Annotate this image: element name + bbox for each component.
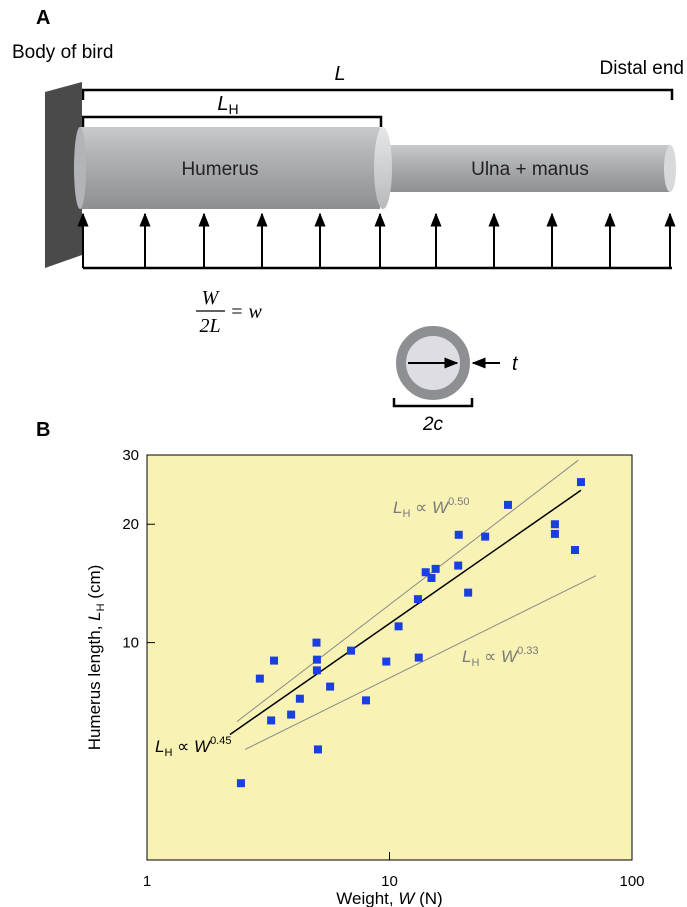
x-tick-label: 100 bbox=[619, 873, 644, 890]
humerus-label: Humerus bbox=[181, 159, 258, 180]
point bbox=[454, 530, 463, 539]
point bbox=[326, 682, 335, 691]
fit-label: LH ∝ W0.33 bbox=[462, 645, 538, 669]
y-tick-label: 30 bbox=[122, 447, 139, 464]
ulna-label: Ulna + manus bbox=[471, 159, 589, 180]
fit-label: LH ∝ W0.45 bbox=[155, 735, 231, 759]
load-rhs: = w bbox=[230, 301, 262, 323]
joint bbox=[374, 127, 392, 209]
bracket bbox=[81, 115, 383, 127]
point bbox=[312, 638, 321, 647]
bracket bbox=[81, 88, 674, 100]
point bbox=[267, 716, 276, 725]
point bbox=[312, 655, 321, 664]
point bbox=[576, 478, 585, 487]
point bbox=[454, 561, 463, 570]
y-axis-label: Humerus length, LH (cm) bbox=[85, 565, 107, 751]
point bbox=[427, 573, 436, 582]
point bbox=[312, 666, 321, 675]
point bbox=[503, 500, 512, 509]
x-tick-label: 1 bbox=[143, 873, 151, 890]
ulna-end bbox=[664, 145, 676, 192]
humerus-end bbox=[74, 127, 86, 209]
point bbox=[550, 529, 559, 538]
point bbox=[382, 657, 391, 666]
point bbox=[313, 745, 322, 754]
point bbox=[255, 674, 264, 683]
point bbox=[295, 694, 304, 703]
point bbox=[414, 653, 423, 662]
point bbox=[347, 646, 356, 655]
trend-line bbox=[236, 459, 579, 722]
trend-line bbox=[244, 575, 597, 750]
thickness-label: t bbox=[512, 353, 519, 375]
humerus-length-label: LH bbox=[217, 93, 238, 117]
point bbox=[431, 564, 440, 573]
y-tick-label: 10 bbox=[122, 635, 139, 652]
distal-label: Distal end bbox=[600, 58, 685, 79]
x-tick-label: 10 bbox=[381, 873, 398, 890]
point bbox=[421, 568, 430, 577]
diameter-label: 2c bbox=[422, 414, 444, 435]
wall-label: Body of bird bbox=[12, 42, 113, 63]
panel-label: B bbox=[36, 419, 50, 441]
point bbox=[413, 595, 422, 604]
point bbox=[287, 710, 296, 719]
wall bbox=[45, 82, 82, 268]
point bbox=[394, 622, 403, 631]
point bbox=[570, 545, 579, 554]
y-tick-label: 20 bbox=[122, 516, 139, 533]
fit-label: LH ∝ W0.50 bbox=[393, 496, 469, 520]
panel-label: A bbox=[36, 7, 50, 29]
ulna bbox=[385, 145, 670, 192]
panel-a: A Body of bird Distal end L LH Humerus U… bbox=[12, 7, 684, 435]
x-axis-label: Weight, W (N) bbox=[336, 889, 442, 907]
bracket bbox=[392, 398, 474, 408]
humerus bbox=[80, 127, 380, 209]
load-numerator: W bbox=[202, 287, 221, 309]
point bbox=[464, 588, 473, 597]
point bbox=[270, 656, 279, 665]
chart: 1 10 100 10 20 30 LH ∝ W0.50 LH ∝ W0.33 LH ∝ W0.… bbox=[85, 447, 645, 907]
plot-area bbox=[146, 454, 633, 861]
point bbox=[550, 520, 559, 529]
length-label: L bbox=[334, 63, 345, 85]
trend-line bbox=[229, 489, 582, 736]
point bbox=[481, 532, 490, 541]
point bbox=[361, 696, 370, 705]
load-arrows bbox=[77, 212, 676, 268]
point bbox=[236, 779, 245, 788]
load-denominator: 2L bbox=[199, 315, 220, 337]
